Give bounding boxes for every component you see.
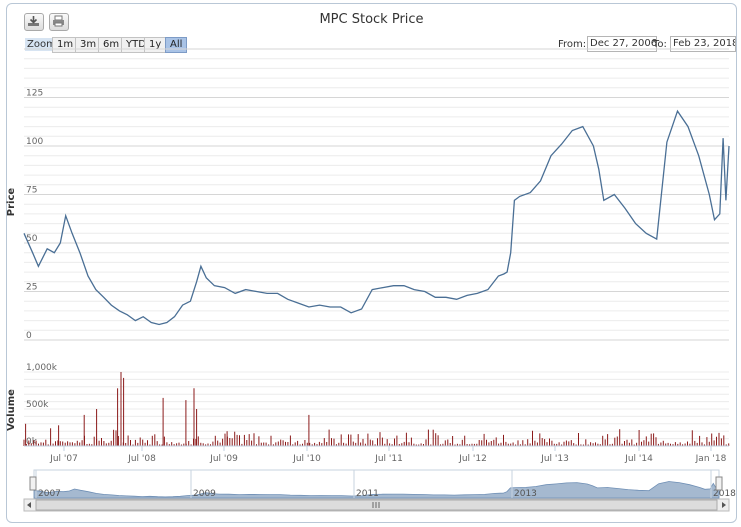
navigator-tick-label: 2011 <box>356 489 379 499</box>
x-tick-label: Jul '13 <box>540 454 569 464</box>
price-gridlines <box>24 48 729 341</box>
x-tick-label: Jul '11 <box>374 454 403 464</box>
navigator-tick-label: 2013 <box>514 489 537 499</box>
navigator-right-handle[interactable] <box>715 476 723 491</box>
x-tick-label: Jul '09 <box>209 454 238 464</box>
price-axis-label: Price <box>6 188 17 217</box>
range-to-label: To: <box>653 39 667 50</box>
scrollbar[interactable] <box>23 498 730 512</box>
navigator-ticks: 2007 2009 2011 2013 2018 <box>35 470 736 499</box>
volume-axis-label: Volume <box>6 389 17 431</box>
volume-gridlines <box>24 371 729 447</box>
navigator[interactable]: 2007 2009 2011 2013 2018 <box>29 469 736 499</box>
volume-tick-label: 0k <box>26 437 38 447</box>
x-tick-label: Jul '10 <box>292 454 321 464</box>
price-tick-label: 100 <box>26 137 43 147</box>
navigator-tick-label: 2009 <box>193 489 216 499</box>
price-y-ticks: 0 25 50 75 100 125 <box>26 89 43 342</box>
volume-tick-label: 500k <box>26 400 49 410</box>
price-tick-label: 50 <box>26 234 38 244</box>
navigator-tick-label: 2018 <box>713 489 736 499</box>
x-tick-label: Jul '07 <box>49 454 78 464</box>
navigator-tick-label: 2007 <box>38 489 61 499</box>
x-tick-label: Jan '18 <box>695 454 727 464</box>
print-button[interactable] <box>49 13 69 31</box>
price-tick-label: 25 <box>26 283 37 293</box>
zoom-label: Zoom <box>25 38 58 51</box>
download-button[interactable] <box>24 13 44 31</box>
volume-bars <box>23 372 730 446</box>
price-series-line <box>23 109 730 326</box>
navigator-area <box>33 481 720 499</box>
print-icon <box>53 15 64 27</box>
x-axis-ticks: Jul '07 Jul '08 Jul '09 Jul '10 Jul '11 Jul '… <box>49 446 727 464</box>
scroll-right-arrow-icon[interactable] <box>722 502 726 508</box>
price-tick-label: 0 <box>26 331 32 341</box>
scroll-left-arrow-icon[interactable] <box>27 502 31 508</box>
download-icon <box>28 16 39 26</box>
chart-title: MPC Stock Price <box>319 12 424 27</box>
scrollbar-grip-icon <box>372 502 380 508</box>
range-from-label: From: <box>558 39 587 50</box>
range-from-input[interactable]: Dec 27, 2006 <box>587 36 657 52</box>
navigator-left-handle[interactable] <box>29 476 37 491</box>
price-tick-label: 75 <box>26 186 37 196</box>
volume-y-ticks: 0k 500k 1,000k <box>26 363 58 447</box>
price-tick-label: 125 <box>26 89 43 99</box>
x-tick-label: Jul '14 <box>624 454 653 464</box>
x-tick-label: Jul '12 <box>458 454 487 464</box>
x-tick-label: Jul '08 <box>127 454 156 464</box>
volume-tick-label: 1,000k <box>26 363 58 373</box>
range-to-input[interactable]: Feb 23, 2018 <box>670 36 736 52</box>
